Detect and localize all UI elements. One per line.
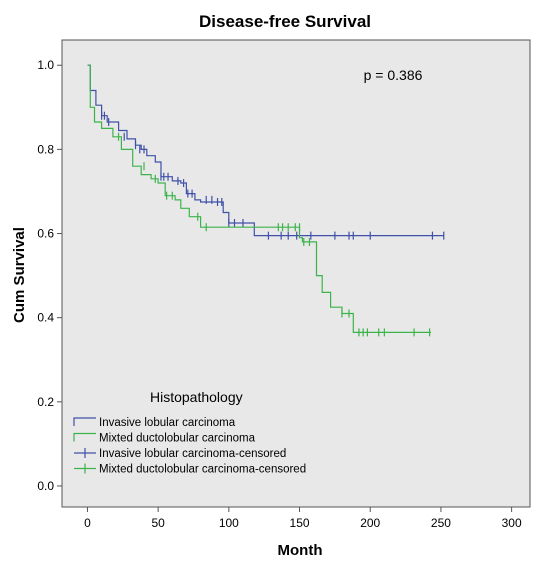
legend: Histopathology Invasive lobular carcinom… (73, 389, 306, 476)
legend-label: Mixted ductolobular carcinoma (99, 433, 256, 445)
y-axis-label: Cum Survival (11, 227, 28, 323)
legend-label: Mixted ductolobular carcinoma-censored (99, 464, 306, 476)
legend-entry: Invasive lobular carcinoma (73, 417, 236, 429)
x-tick-label: 250 (431, 516, 451, 530)
y-tick-label: 0.2 (37, 395, 54, 409)
series-layer (87, 64, 445, 337)
legend-entry: Invasive lobular carcinoma-censored (74, 448, 286, 460)
x-tick-label: 150 (290, 516, 310, 530)
legend-line-swatch (73, 417, 96, 426)
y-tick-label: 0.8 (37, 142, 54, 156)
mixted-ductolobular-survival-line (87, 64, 431, 333)
plot-area (61, 39, 531, 508)
x-tick-label: 200 (360, 516, 380, 530)
y-tick-label: 0.6 (37, 227, 54, 241)
legend-title: Histopathology (150, 389, 243, 405)
legend-line-swatch (73, 432, 96, 442)
y-tick-label: 0.0 (37, 479, 54, 493)
x-tick-label: 50 (151, 516, 165, 530)
legend-entry: Mixted ductolobular carcinoma-censored (74, 463, 306, 476)
y-tick-label: 1.0 (37, 58, 54, 72)
chart-title: Disease-free Survival (199, 12, 371, 31)
axes: 0 50 100 150 200 250 300 0.0 0.2 0.4 0.6 0.8 1.0 (37, 58, 522, 530)
x-tick-label: 100 (219, 516, 239, 530)
legend-censor-swatch (74, 448, 96, 458)
p-value-annotation: p = 0.386 (364, 67, 423, 83)
x-tick-label: 0 (84, 516, 91, 530)
y-tick-label: 0.4 (37, 311, 54, 325)
x-tick-label: 300 (502, 516, 522, 530)
legend-censor-swatch (74, 463, 96, 474)
legend-label: Invasive lobular carcinoma-censored (99, 448, 286, 460)
legend-entry: Mixted ductolobular carcinoma (73, 432, 256, 445)
invasive-lobular-survival-line (87, 64, 444, 237)
legend-label: Invasive lobular carcinoma (99, 417, 236, 429)
x-axis-label: Month (278, 542, 323, 559)
